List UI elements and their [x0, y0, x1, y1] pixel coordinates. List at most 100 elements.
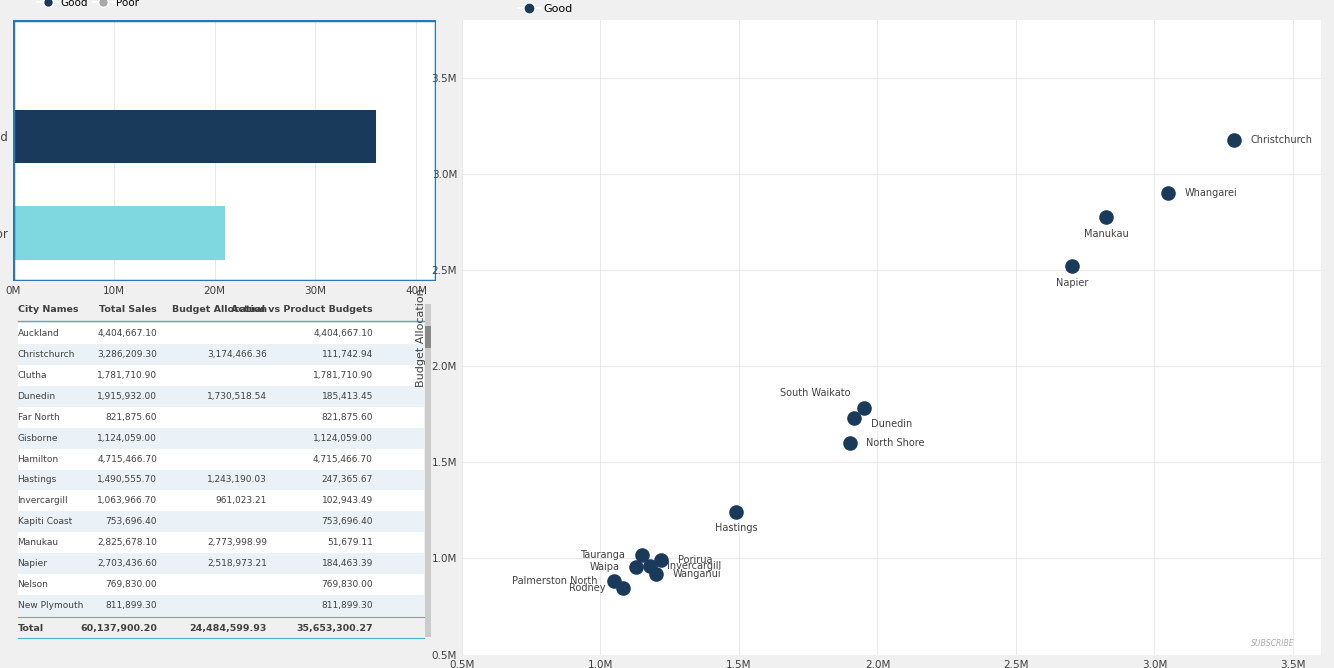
Text: 2,773,998.99: 2,773,998.99 — [207, 538, 267, 547]
Text: 24,484,599.93: 24,484,599.93 — [189, 624, 267, 633]
FancyBboxPatch shape — [17, 574, 424, 595]
FancyBboxPatch shape — [17, 407, 424, 428]
Text: Christchurch: Christchurch — [17, 350, 75, 359]
Text: 247,365.67: 247,365.67 — [321, 476, 372, 484]
Text: Napier: Napier — [1057, 278, 1089, 288]
Point — [1158, 188, 1179, 198]
Text: Christchurch: Christchurch — [1250, 136, 1313, 146]
Text: Invercargill: Invercargill — [17, 496, 68, 506]
Bar — [13, 206, 225, 260]
Point — [646, 568, 667, 579]
Text: Manukau: Manukau — [1083, 229, 1129, 239]
FancyBboxPatch shape — [17, 490, 424, 512]
Text: 184,463.39: 184,463.39 — [321, 559, 372, 568]
Point — [603, 575, 624, 586]
Text: Waipa: Waipa — [590, 562, 620, 572]
FancyBboxPatch shape — [17, 449, 424, 470]
Text: Hamilton: Hamilton — [17, 454, 59, 464]
Text: 1,781,710.90: 1,781,710.90 — [97, 371, 157, 380]
Point — [839, 438, 860, 448]
Text: SUBSCRIBE: SUBSCRIBE — [1251, 639, 1295, 648]
Legend: Good: Good — [467, 0, 623, 19]
Point — [639, 561, 660, 572]
Text: 1,781,710.90: 1,781,710.90 — [312, 371, 372, 380]
Text: Hastings: Hastings — [17, 476, 57, 484]
Text: 811,899.30: 811,899.30 — [105, 601, 157, 610]
Text: 1,124,059.00: 1,124,059.00 — [97, 434, 157, 443]
Text: 753,696.40: 753,696.40 — [105, 517, 157, 526]
FancyBboxPatch shape — [424, 326, 431, 348]
Text: 3,174,466.36: 3,174,466.36 — [207, 350, 267, 359]
Y-axis label: Budget Allocation: Budget Allocation — [416, 288, 426, 387]
Text: 1,063,966.70: 1,063,966.70 — [97, 496, 157, 506]
Text: 1,730,518.54: 1,730,518.54 — [207, 391, 267, 401]
Text: New Plymouth: New Plymouth — [17, 601, 83, 610]
Point — [1095, 212, 1117, 222]
Text: 821,875.60: 821,875.60 — [105, 413, 157, 422]
Text: 1,243,190.03: 1,243,190.03 — [207, 476, 267, 484]
FancyBboxPatch shape — [17, 532, 424, 553]
Text: 2,825,678.10: 2,825,678.10 — [97, 538, 157, 547]
Text: 111,742.94: 111,742.94 — [321, 350, 372, 359]
Text: Clutha: Clutha — [17, 371, 47, 380]
Text: 4,404,667.10: 4,404,667.10 — [97, 329, 157, 338]
Text: Invercargill: Invercargill — [667, 561, 722, 571]
Text: Manukau: Manukau — [17, 538, 59, 547]
FancyBboxPatch shape — [424, 303, 431, 637]
Legend: Good, Poor: Good, Poor — [19, 0, 157, 12]
Point — [631, 549, 652, 560]
Text: Dunedin: Dunedin — [17, 391, 56, 401]
FancyBboxPatch shape — [17, 386, 424, 407]
Text: 4,715,466.70: 4,715,466.70 — [97, 454, 157, 464]
Point — [852, 403, 874, 414]
Text: Nelson: Nelson — [17, 580, 48, 589]
Text: Total: Total — [17, 624, 44, 633]
Text: Porirua: Porirua — [678, 555, 712, 565]
Text: 2,703,436.60: 2,703,436.60 — [97, 559, 157, 568]
Point — [1062, 261, 1083, 272]
FancyBboxPatch shape — [17, 470, 424, 490]
Point — [651, 555, 672, 566]
Text: 102,943.49: 102,943.49 — [321, 496, 372, 506]
Text: Far North: Far North — [17, 413, 59, 422]
Text: Dunedin: Dunedin — [871, 419, 912, 429]
Text: 4,404,667.10: 4,404,667.10 — [313, 329, 372, 338]
FancyBboxPatch shape — [17, 512, 424, 532]
Text: 60,137,900.20: 60,137,900.20 — [80, 624, 157, 633]
Text: 769,830.00: 769,830.00 — [321, 580, 372, 589]
Text: Rodney: Rodney — [570, 583, 606, 593]
Text: Actual vs Product Budgets: Actual vs Product Budgets — [231, 305, 372, 313]
Bar — [13, 110, 376, 163]
Text: Gisborne: Gisborne — [17, 434, 59, 443]
Text: 35,653,300.27: 35,653,300.27 — [296, 624, 372, 633]
FancyBboxPatch shape — [17, 595, 424, 616]
FancyBboxPatch shape — [17, 344, 424, 365]
Text: 4,715,466.70: 4,715,466.70 — [313, 454, 372, 464]
Text: 1,124,059.00: 1,124,059.00 — [313, 434, 372, 443]
Text: 769,830.00: 769,830.00 — [105, 580, 157, 589]
Text: North Shore: North Shore — [866, 438, 924, 448]
Text: South Waikato: South Waikato — [780, 388, 851, 398]
Text: Tauranga: Tauranga — [580, 550, 626, 560]
Text: Budget Allocation: Budget Allocation — [172, 305, 267, 313]
Text: 1,915,932.00: 1,915,932.00 — [97, 391, 157, 401]
Text: Whangarei: Whangarei — [1185, 188, 1238, 198]
Point — [726, 506, 747, 517]
Text: Kapiti Coast: Kapiti Coast — [17, 517, 72, 526]
FancyBboxPatch shape — [17, 323, 424, 344]
FancyBboxPatch shape — [17, 553, 424, 574]
Text: Hastings: Hastings — [715, 523, 758, 533]
Point — [626, 562, 647, 572]
Point — [843, 413, 864, 424]
Text: 753,696.40: 753,696.40 — [321, 517, 372, 526]
FancyBboxPatch shape — [17, 428, 424, 449]
Text: Napier: Napier — [17, 559, 48, 568]
Text: Wanganui: Wanganui — [672, 569, 722, 579]
FancyBboxPatch shape — [17, 365, 424, 386]
Point — [612, 583, 634, 594]
Point — [1223, 135, 1245, 146]
Text: Total Sales: Total Sales — [100, 305, 157, 313]
Text: 1,490,555.70: 1,490,555.70 — [97, 476, 157, 484]
Text: 51,679.11: 51,679.11 — [327, 538, 372, 547]
Text: 2,518,973.21: 2,518,973.21 — [207, 559, 267, 568]
